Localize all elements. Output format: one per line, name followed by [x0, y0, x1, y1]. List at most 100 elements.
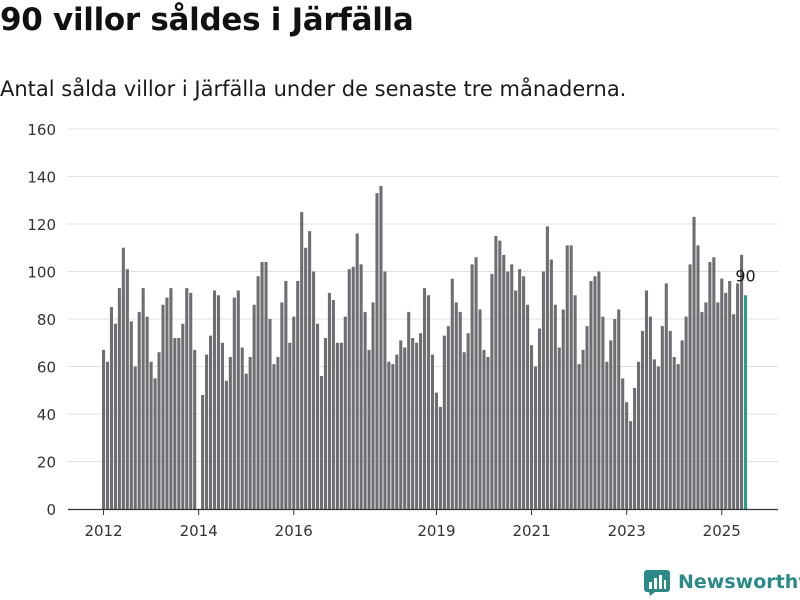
- x-tick-label: 2012: [84, 522, 122, 540]
- bar: [268, 319, 272, 509]
- bar: [426, 295, 431, 509]
- bar: [660, 326, 664, 510]
- bar: [438, 406, 442, 510]
- bar: [375, 193, 379, 510]
- bar: [470, 264, 474, 510]
- bar: [276, 357, 280, 509]
- newsworthy-logo: Newsworthy: [644, 570, 800, 598]
- bar: [676, 364, 680, 510]
- chart-subtitle: Antal sålda villor i Järfälla under de s…: [0, 77, 627, 101]
- bar: [502, 254, 506, 509]
- bar: [510, 264, 514, 510]
- bar: [466, 333, 470, 509]
- bar: [209, 335, 213, 510]
- bar: [351, 266, 355, 509]
- bar: [145, 316, 149, 510]
- bar: [450, 278, 454, 510]
- bar: [137, 311, 141, 510]
- bar: [712, 257, 716, 509]
- bar: [312, 271, 316, 509]
- bar: [680, 340, 684, 510]
- bar: [371, 302, 375, 510]
- bar: [621, 378, 625, 510]
- bar: [609, 340, 613, 510]
- bar: [399, 340, 403, 510]
- bar: [415, 342, 419, 509]
- bar: [411, 338, 415, 509]
- x-tick-label: 2023: [608, 522, 646, 540]
- highlight-value-label: 90: [735, 266, 755, 285]
- bar: [732, 314, 736, 509]
- bar: [121, 247, 125, 509]
- bar: [205, 354, 209, 510]
- bar: [545, 226, 549, 510]
- bar: [252, 304, 256, 509]
- bar: [696, 245, 700, 510]
- bar: [113, 323, 117, 509]
- bar: [109, 307, 114, 510]
- bar: [232, 297, 236, 510]
- bar: [498, 240, 502, 510]
- bar: [533, 366, 538, 509]
- bar: [133, 366, 137, 509]
- bar: [613, 319, 617, 509]
- bar: [446, 326, 450, 510]
- bar: [165, 297, 169, 510]
- bar: [228, 357, 232, 509]
- bar: [514, 290, 518, 509]
- bar: [339, 342, 343, 509]
- bar: [355, 233, 359, 509]
- bar: [272, 364, 276, 510]
- bar: [704, 302, 708, 510]
- bar: [105, 361, 110, 509]
- bar: [331, 300, 335, 509]
- bar: [224, 380, 228, 509]
- bar: [363, 311, 367, 510]
- bar: [720, 278, 724, 510]
- bar: [601, 316, 605, 510]
- bar: [260, 262, 264, 509]
- bar-chart: 0 20 40 60 80 100 120 140 160 2012 2014 2016 2019 202…: [27, 121, 778, 540]
- bar: [716, 302, 720, 510]
- bar: [577, 364, 581, 510]
- bar: [565, 245, 569, 510]
- y-tick-label: 140: [27, 169, 56, 187]
- bar: [656, 366, 660, 509]
- bar: [430, 354, 435, 510]
- bar: [585, 326, 589, 510]
- bar: [573, 295, 577, 509]
- bar: [644, 290, 649, 509]
- bar: [688, 264, 692, 510]
- bar: [288, 342, 292, 509]
- bar: [482, 349, 486, 510]
- bar: [240, 347, 244, 509]
- bar: [728, 281, 732, 509]
- y-tick-label: 120: [27, 216, 56, 234]
- x-tick-label: 2019: [417, 522, 455, 540]
- bar: [478, 309, 482, 509]
- bar: [625, 402, 629, 510]
- bar: [395, 354, 399, 510]
- bar: [434, 392, 438, 510]
- bar: [316, 323, 320, 509]
- y-tick-label: 100: [27, 264, 56, 282]
- bar: [407, 311, 411, 510]
- bar: [264, 262, 268, 509]
- bar: [561, 309, 565, 509]
- bar: [530, 345, 534, 510]
- bar: [153, 378, 157, 510]
- bar: [304, 247, 308, 509]
- bar: [149, 361, 153, 509]
- bar: [367, 349, 371, 510]
- y-tick-label: 40: [37, 406, 56, 424]
- bar: [419, 333, 423, 509]
- y-tick-label: 80: [37, 311, 56, 329]
- bar: [292, 316, 296, 510]
- bar: [700, 311, 704, 510]
- bar: [652, 359, 656, 510]
- bar: [506, 271, 510, 509]
- bar: [664, 283, 668, 510]
- bar: [569, 245, 573, 510]
- bar: [308, 231, 312, 510]
- bar: [474, 257, 478, 509]
